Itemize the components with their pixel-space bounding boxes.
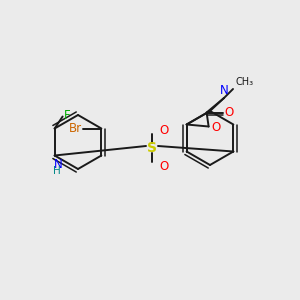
Text: Br: Br	[69, 122, 82, 135]
Text: CH₃: CH₃	[235, 77, 253, 87]
Text: O: O	[159, 160, 168, 172]
Text: N: N	[220, 84, 228, 97]
Text: O: O	[159, 124, 168, 136]
Text: H: H	[53, 167, 61, 176]
Text: F: F	[64, 109, 70, 122]
Text: S: S	[147, 141, 157, 155]
Text: O: O	[225, 106, 234, 119]
Text: N: N	[54, 158, 63, 171]
Text: O: O	[212, 121, 221, 134]
